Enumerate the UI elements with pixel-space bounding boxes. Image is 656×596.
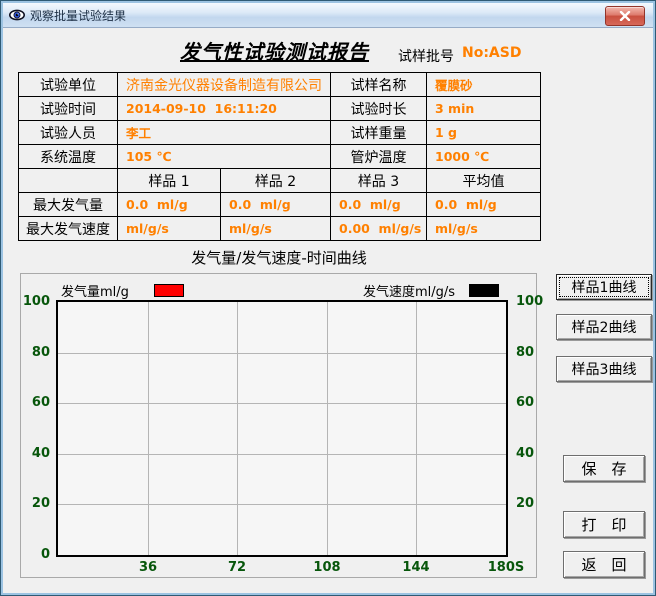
close-button[interactable]	[605, 6, 645, 26]
info-label-cell: 试验人员	[18, 120, 118, 145]
info-label-cell: 最大发气速度	[18, 216, 118, 241]
save-button[interactable]: 保 存	[563, 455, 645, 482]
legend-gas-volume-swatch	[154, 284, 184, 297]
sample2-curve-button[interactable]: 样品2曲线	[556, 314, 652, 340]
x-axis-tick: 72	[227, 560, 247, 575]
max-gas-cell: 0.0 ml/g	[220, 192, 331, 217]
table-row: 最大发气速度 ml/g/s ml/g/s 0.00 ml/g/s ml/g/s	[18, 216, 541, 241]
close-icon	[619, 11, 631, 21]
gridline-vertical	[148, 302, 149, 555]
table-row: 最大发气量 0.0 ml/g 0.0 ml/g 0.0 ml/g 0.0 ml/…	[18, 192, 541, 217]
sample-header-cell: 样品 3	[330, 168, 427, 193]
title-bar[interactable]: 观察批量试验结果	[3, 3, 653, 28]
sample-header-cell: 平均值	[426, 168, 541, 193]
max-gas-cell: 0.0 ml/g	[426, 192, 541, 217]
x-axis-tick: 180S	[487, 560, 525, 575]
y-axis-right-tick: 20	[516, 496, 535, 511]
eye-icon	[9, 7, 25, 23]
batch-number-value: No:ASD	[462, 45, 522, 61]
max-gas-cell: 0.0 ml/g	[117, 192, 221, 217]
y-axis-left-tick: 20	[31, 496, 50, 511]
y-axis-left-tick: 80	[31, 345, 50, 360]
gridline-vertical	[327, 302, 328, 555]
info-label-cell: 最大发气量	[18, 192, 118, 217]
info-value-cell: 1000 ℃	[426, 144, 541, 169]
info-value-cell: 济南金光仪器设备制造有限公司	[117, 72, 331, 97]
info-label-cell: 试验单位	[18, 72, 118, 97]
chart-title: 发气量/发气速度-时间曲线	[191, 249, 367, 267]
dialog-window: 观察批量试验结果 发气性试验测试报告 试样批号 No:ASD 试验单位 济南金光…	[3, 3, 653, 593]
table-row: 系统温度 105 ℃ 管炉温度 1000 ℃	[18, 144, 541, 169]
gridline-horizontal	[58, 353, 506, 354]
info-value-cell: 105 ℃	[117, 144, 331, 169]
info-value-cell: 2014-09-10 16:11:20	[117, 96, 331, 121]
test-info-table: 试验单位 济南金光仪器设备制造有限公司 试样名称 覆膜砂 试验时间 2014-0…	[18, 72, 541, 241]
y-axis-right-tick: 80	[516, 345, 535, 360]
info-value-cell: 3 min	[426, 96, 541, 121]
y-axis-left-tick: 100	[22, 294, 50, 309]
max-rate-cell: ml/g/s	[117, 216, 221, 241]
info-value-cell: 1 g	[426, 120, 541, 145]
max-rate-cell: 0.00 ml/g/s	[330, 216, 427, 241]
sample-header-cell: 样品 2	[220, 168, 331, 193]
gridline-horizontal	[58, 454, 506, 455]
print-button[interactable]: 打 印	[563, 511, 645, 538]
legend-gas-rate-label: 发气速度ml/g/s	[363, 285, 456, 300]
empty-corner-cell	[18, 168, 118, 193]
batch-number-label: 试样批号	[398, 49, 454, 65]
info-label-cell: 试样名称	[330, 72, 427, 97]
info-value-cell: 李工	[117, 120, 331, 145]
table-row: 试验时间 2014-09-10 16:11:20 试验时长 3 min	[18, 96, 541, 121]
table-row: 试验人员 李工 试样重量 1 g	[18, 120, 541, 145]
info-label-cell: 管炉温度	[330, 144, 427, 169]
max-gas-cell: 0.0 ml/g	[330, 192, 427, 217]
gridline-horizontal	[58, 504, 506, 505]
y-axis-right-tick: 40	[516, 446, 535, 461]
x-axis-tick: 36	[138, 560, 158, 575]
gridline-vertical	[416, 302, 417, 555]
y-axis-left-tick: 40	[31, 446, 50, 461]
max-rate-cell: ml/g/s	[426, 216, 541, 241]
y-axis-left-tick: 60	[31, 395, 50, 410]
info-label-cell: 试验时长	[330, 96, 427, 121]
table-row: 样品 1 样品 2 样品 3 平均值	[18, 168, 541, 193]
legend-gas-volume-label: 发气量ml/g	[61, 285, 129, 300]
table-row: 试验单位 济南金光仪器设备制造有限公司 试样名称 覆膜砂	[18, 72, 541, 97]
info-label-cell: 试样重量	[330, 120, 427, 145]
info-label-cell: 系统温度	[18, 144, 118, 169]
chart-plot: 36 72 108 144 180S 100 80 60 40 20 0 100 80 60 40 20	[23, 294, 543, 575]
sample-header-cell: 样品 1	[117, 168, 221, 193]
x-axis-tick: 108	[313, 560, 341, 575]
chart-panel: 发气量ml/g 发气速度ml/g/s 36 72 108 144 180S 100 80 60…	[20, 273, 543, 578]
max-rate-cell: ml/g/s	[220, 216, 331, 241]
window-title: 观察批量试验结果	[30, 8, 127, 23]
y-axis-right-tick: 60	[516, 395, 535, 410]
return-button[interactable]: 返 回	[563, 551, 645, 578]
info-value-cell: 覆膜砂	[426, 72, 541, 97]
sample1-curve-button[interactable]: 样品1曲线	[556, 274, 652, 300]
sample3-curve-button[interactable]: 样品3曲线	[556, 356, 652, 382]
y-axis-right-tick: 100	[516, 294, 544, 309]
x-axis-tick: 144	[402, 560, 430, 575]
y-axis-left-tick: 0	[40, 547, 50, 562]
gridline-vertical	[237, 302, 238, 555]
gridline-horizontal	[58, 403, 506, 404]
report-title: 发气性试验测试报告	[180, 40, 369, 64]
info-label-cell: 试验时间	[18, 96, 118, 121]
legend-gas-rate-swatch	[469, 284, 499, 297]
